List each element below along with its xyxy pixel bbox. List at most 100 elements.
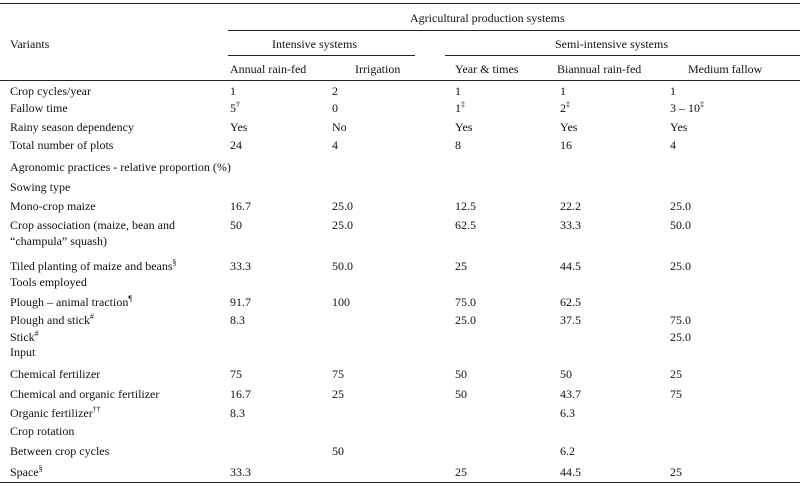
cell: 25.0 xyxy=(455,313,476,327)
cell: 75.0 xyxy=(455,295,476,309)
rule xyxy=(0,3,800,4)
cell: Yes xyxy=(455,120,473,134)
section-label: Tools employed xyxy=(10,275,87,289)
stub-header: Variants xyxy=(10,37,50,51)
cell: 33.3 xyxy=(560,218,581,232)
footnote-mark: ‡ xyxy=(461,100,465,109)
cell: 50 xyxy=(332,444,344,458)
column-header: Year & times xyxy=(455,62,519,76)
column-header: Biannual rain-fed xyxy=(557,62,642,76)
group-label: Intensive systems xyxy=(272,37,357,51)
cell: 3 – 10‡ xyxy=(670,100,704,116)
cell: 75 xyxy=(670,387,682,401)
cell: Yes xyxy=(560,120,578,134)
row-label: Organic fertilizer†† xyxy=(10,405,101,421)
cell: 25.0 xyxy=(670,259,691,273)
row-label: Crop association (maize, bean and “champ… xyxy=(10,218,175,248)
row-label: Tiled planting of maize and beans§ xyxy=(10,258,177,274)
cell: 50 xyxy=(455,387,467,401)
cell: 25 xyxy=(332,387,344,401)
cell: 6.3 xyxy=(560,406,575,420)
cell: 33.3 xyxy=(230,259,251,273)
rule xyxy=(0,80,800,81)
cell: 50 xyxy=(455,367,467,381)
cell: 25 xyxy=(670,465,682,479)
rule xyxy=(228,30,800,31)
cell: 50.0 xyxy=(670,218,691,232)
cell: 2‡ xyxy=(560,100,570,116)
row-label: Plough – animal traction¶ xyxy=(10,294,132,310)
rule xyxy=(445,55,800,56)
row-label: Rainy season dependency xyxy=(10,120,134,134)
cell: 6.2 xyxy=(560,444,575,458)
row-label: Chemical and organic fertilizer xyxy=(10,387,160,401)
footnote-mark: § xyxy=(38,464,43,473)
footnote-mark: † xyxy=(236,100,240,109)
cell-text: 2 xyxy=(560,101,566,115)
footnote-mark: ‡ xyxy=(700,100,704,109)
cell: 75 xyxy=(332,367,344,381)
cell: 25 xyxy=(455,465,467,479)
cell: 25 xyxy=(670,367,682,381)
cell: Yes xyxy=(670,120,688,134)
cell: 62.5 xyxy=(560,295,581,309)
cell: 50 xyxy=(230,218,242,232)
column-header: Irrigation xyxy=(355,62,401,76)
cell: 75 xyxy=(230,367,242,381)
cell-text: 5 xyxy=(230,101,236,115)
cell: 4 xyxy=(332,138,338,152)
cell: 1 xyxy=(455,84,461,98)
cell-text: 3 – 10 xyxy=(670,101,700,115)
cell: 8.3 xyxy=(230,313,245,327)
group-header: Agricultural production systems xyxy=(410,11,565,25)
cell: 25.0 xyxy=(332,218,353,232)
footnote-mark: # xyxy=(90,312,94,321)
row-label: Crop cycles/year xyxy=(10,84,91,98)
row-label: Fallow time xyxy=(10,101,68,115)
cell: 8 xyxy=(455,138,461,152)
rule xyxy=(228,55,415,56)
cell: 4 xyxy=(670,138,676,152)
rule xyxy=(0,482,800,483)
row-label: Between crop cycles xyxy=(10,444,110,458)
cell: 16 xyxy=(560,138,572,152)
footnote-mark: ¶ xyxy=(128,294,132,303)
cell: 16.7 xyxy=(230,199,251,213)
cell: 91.7 xyxy=(230,295,251,309)
footnote-mark: § xyxy=(172,258,177,267)
section-label: Sowing type xyxy=(10,180,71,194)
cell: 24 xyxy=(230,138,242,152)
row-label: Plough and stick# xyxy=(10,312,94,328)
cell: 100 xyxy=(332,295,350,309)
cell: Yes xyxy=(230,120,248,134)
cell: 62.5 xyxy=(455,218,476,232)
footnote-mark: ‡ xyxy=(566,100,570,109)
cell: 25.0 xyxy=(332,199,353,213)
section-label: Agronomic practices - relative proportio… xyxy=(10,160,231,174)
cell: No xyxy=(332,120,347,134)
cell: 0 xyxy=(332,101,338,115)
cell: 44.5 xyxy=(560,259,581,273)
cell: 75.0 xyxy=(670,313,691,327)
cell: 44.5 xyxy=(560,465,581,479)
column-header: Medium fallow xyxy=(688,62,763,76)
cell: 43.7 xyxy=(560,387,581,401)
cell: 8.3 xyxy=(230,406,245,420)
cell: 37.5 xyxy=(560,313,581,327)
cell: 5† xyxy=(230,100,240,116)
cell: 50 xyxy=(560,367,572,381)
cell: 12.5 xyxy=(455,199,476,213)
cell: 33.3 xyxy=(230,465,251,479)
cell: 16.7 xyxy=(230,387,251,401)
cell-text: 1 xyxy=(455,101,461,115)
row-label: Chemical fertilizer xyxy=(10,367,101,381)
cell: 50.0 xyxy=(332,259,353,273)
cell: 1‡ xyxy=(455,100,465,116)
row-label: Space§ xyxy=(10,464,43,480)
cell: 2 xyxy=(332,84,338,98)
row-label: Mono-crop maize xyxy=(10,199,96,213)
cell: 25.0 xyxy=(670,330,691,344)
cell: 25.0 xyxy=(670,199,691,213)
footnote-mark: # xyxy=(34,329,39,338)
